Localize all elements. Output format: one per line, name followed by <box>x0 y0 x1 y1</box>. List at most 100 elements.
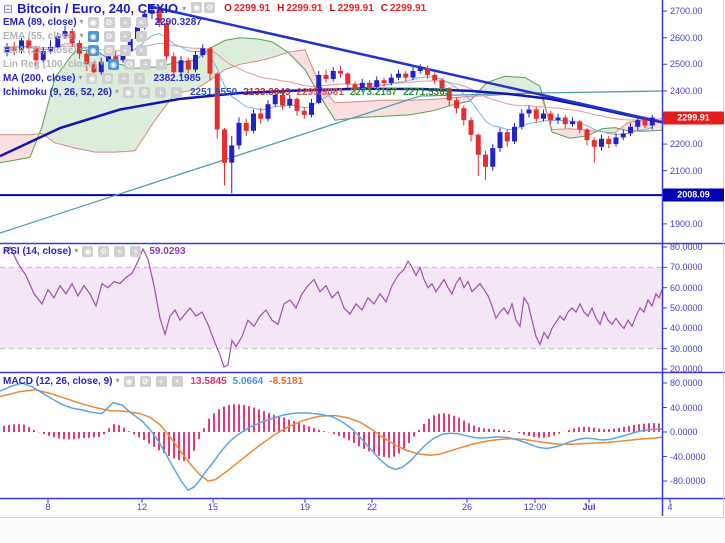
indicator-value: 2295.9081 <box>296 86 344 98</box>
indicator-values: 2382.1985 <box>153 73 200 84</box>
ohlc-item: O 2299.91 <box>224 3 270 14</box>
eye-button[interactable]: ◉ <box>87 30 99 42</box>
chevron-down-icon[interactable]: ▾ <box>79 31 84 40</box>
price-badge: 2299.91 <box>663 111 724 125</box>
ohlc-value: 2299.91 <box>390 3 427 14</box>
indicator-value: 2290.3287 <box>154 16 202 28</box>
indicator-label[interactable]: EMA (89, close) <box>3 16 77 28</box>
price-tick-label: 20.0000 <box>670 363 703 374</box>
add-button[interactable]: + <box>154 86 166 98</box>
indicator-row-ema89: EMA (89, close) ▾ ◉ ⚙ + × 2290.3287 <box>3 16 202 28</box>
indicator-value: 2271.5365 <box>403 86 451 98</box>
indicator-label[interactable]: Lin Reg (100, close) <box>3 58 97 70</box>
indicator-label[interactable]: EMA (55, close) <box>3 30 77 42</box>
close-button[interactable]: × <box>170 86 182 98</box>
price-tick-label: 2200.00 <box>670 139 703 150</box>
collapse-icon[interactable]: ⊟ <box>3 1 14 16</box>
close-button[interactable]: × <box>171 375 183 387</box>
gear-button[interactable]: ⚙ <box>103 16 115 28</box>
eye-button[interactable]: ◉ <box>87 16 99 28</box>
add-button[interactable]: + <box>155 375 167 387</box>
gear-button[interactable]: ⚙ <box>102 72 114 84</box>
chevron-down-icon[interactable]: ▾ <box>115 376 120 385</box>
price-tick-label: 40.0000 <box>670 323 703 334</box>
gear-button[interactable]: ⚙ <box>103 44 115 56</box>
ohlc-item: L 2299.91 <box>330 3 374 14</box>
close-button[interactable]: × <box>134 72 146 84</box>
add-button[interactable]: + <box>118 72 130 84</box>
indicator-value: 2273.2157 <box>349 86 398 98</box>
gear-button[interactable]: ⚙ <box>98 245 110 257</box>
chevron-down-icon[interactable]: ▾ <box>182 3 187 13</box>
add-button[interactable]: + <box>119 44 131 56</box>
indicator-label[interactable]: MACD (12, 26, close, 9) <box>3 375 113 387</box>
time-tick-label: 19 <box>299 502 311 512</box>
symbol-title[interactable]: Bitcoin / Euro, 240, CEXIO <box>17 1 179 16</box>
price-tick-label: 2700.00 <box>670 6 703 17</box>
price-tick-label: -80.0000 <box>670 476 706 486</box>
eye-button[interactable]: ◉ <box>191 1 203 13</box>
gear-button[interactable]: ⚙ <box>103 30 115 42</box>
chevron-down-icon[interactable]: ▾ <box>79 17 84 26</box>
indicator-row-rsi: RSI (14, close) ▾ ◉ ⚙ + × 59.0293 <box>3 245 186 257</box>
indicator-values: 13.5845 5.0664 -8.5181 <box>191 376 304 387</box>
price-tick-label: 2400.00 <box>670 85 703 96</box>
price-tick-label: 40.0000 <box>670 402 703 413</box>
close-button[interactable]: × <box>130 245 142 257</box>
eye-button[interactable]: ◉ <box>123 375 135 387</box>
gear-button[interactable]: ⚙ <box>138 86 150 98</box>
close-button[interactable]: × <box>135 44 147 56</box>
price-tick-label: 1900.00 <box>670 218 703 229</box>
ohlc-key: C <box>380 3 388 14</box>
indicator-value: 13.5845 <box>190 375 227 387</box>
gear-button[interactable]: ⚙ <box>139 375 151 387</box>
gear-button[interactable]: ⚙ <box>204 1 216 13</box>
gear-button[interactable]: ⚙ <box>123 58 135 70</box>
indicator-row-ema21: EMA (21, close) ▾ ◉ ⚙ + × <box>3 44 148 56</box>
eye-button[interactable]: ◉ <box>122 86 134 98</box>
close-button[interactable]: × <box>135 16 147 28</box>
add-button[interactable]: + <box>119 16 131 28</box>
chart-header: ⊟ Bitcoin / Euro, 240, CEXIO ▾ ◉ ⚙ O 2299.… <box>3 1 426 16</box>
indicator-label[interactable]: RSI (14, close) <box>3 245 72 257</box>
close-button[interactable]: × <box>135 30 147 42</box>
eye-button[interactable]: ◉ <box>87 44 99 56</box>
indicator-row-ema55: EMA (55, close) ▾ ◉ ⚙ + × <box>3 30 148 42</box>
ohlc-item: C 2299.91 <box>381 3 426 14</box>
time-tick-label: 15 <box>207 502 219 512</box>
indicator-value: 5.0664 <box>232 375 264 387</box>
eye-button[interactable]: ◉ <box>86 72 98 84</box>
chevron-down-icon[interactable]: ▾ <box>78 73 83 82</box>
ohlc-value: 2299.91 <box>337 3 374 14</box>
add-button[interactable]: + <box>119 30 131 42</box>
indicator-label[interactable]: Ichimoku (9, 26, 52, 26) <box>3 86 112 98</box>
eye-button[interactable]: ◉ <box>107 58 119 70</box>
indicator-value: -8.5181 <box>269 375 304 387</box>
price-tick-label: 2100.00 <box>670 165 703 176</box>
indicator-row-ichimoku: Ichimoku (9, 26, 52, 26) ▾ ◉ ⚙ + × 2251.9550 21… <box>3 86 450 98</box>
time-tick-label: 26 <box>461 502 473 512</box>
time-tick-label: 12 <box>136 502 148 512</box>
chevron-down-icon[interactable]: ▾ <box>114 87 119 96</box>
add-button[interactable]: + <box>139 58 151 70</box>
indicator-label[interactable]: MA (200, close) <box>3 72 76 84</box>
chevron-down-icon[interactable]: ▾ <box>74 246 79 255</box>
time-tick-label: 22 <box>366 502 378 512</box>
add-button[interactable]: + <box>114 245 126 257</box>
indicator-label[interactable]: EMA (21, close) <box>3 44 77 56</box>
time-tick-label: Jul <box>582 502 596 512</box>
ohlc-key: O <box>224 3 232 14</box>
ohlc-value: 2299.91 <box>286 3 323 14</box>
eye-button[interactable]: ◉ <box>82 245 94 257</box>
chevron-down-icon[interactable]: ▾ <box>79 45 84 54</box>
indicator-value: 59.0293 <box>149 245 186 257</box>
price-badge: 2008.09 <box>663 188 724 202</box>
bottom-strip <box>0 517 725 543</box>
ohlc-item: H 2299.91 <box>277 3 322 14</box>
close-button[interactable]: × <box>155 58 167 70</box>
price-tick-label: 60.0000 <box>670 282 703 293</box>
price-tick-label: 2600.00 <box>670 32 703 43</box>
chevron-down-icon[interactable]: ▾ <box>99 59 104 68</box>
ohlc-key: H <box>277 3 285 14</box>
